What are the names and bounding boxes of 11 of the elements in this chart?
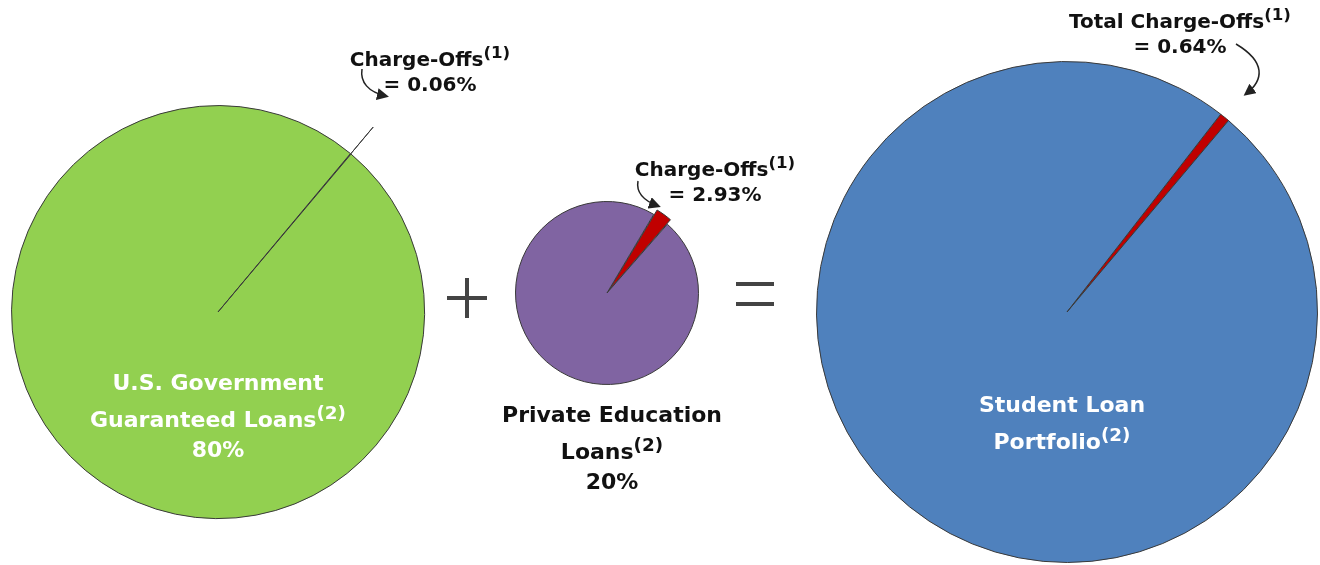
text: Student Loan Portfolio$^{(2)}$ bbox=[977, 391, 1147, 457]
slice-label: Charge-Offs$^{(1)}$ bbox=[634, 153, 796, 181]
text: U.S. Government Guaranteed Loans$^{(2)}$ bbox=[90, 370, 346, 433]
data-label: = 2.93% bbox=[668, 181, 762, 206]
data-label: = 0.06% bbox=[383, 71, 477, 96]
text: Private Education Loans$^{(2)}$ bbox=[502, 402, 722, 465]
slice-label: Charge-Offs$^{(1)}$ bbox=[349, 43, 511, 71]
data-label: = 0.64% bbox=[1133, 33, 1227, 58]
text: 80% bbox=[191, 437, 245, 463]
slice-label: Total Charge-Offs$^{(1)}$ bbox=[1069, 5, 1291, 33]
text: 20% bbox=[585, 469, 639, 495]
